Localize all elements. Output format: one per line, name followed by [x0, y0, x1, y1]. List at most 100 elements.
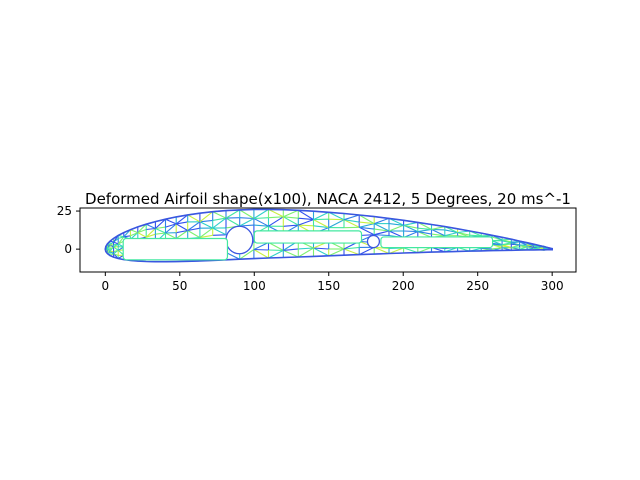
- mesh-edge: [374, 228, 390, 232]
- mesh-edge: [253, 224, 269, 227]
- mesh-edge: [469, 234, 482, 237]
- mesh-edge: [313, 247, 329, 250]
- mesh-edge: [328, 248, 345, 257]
- mesh-edge: [137, 223, 147, 233]
- mesh-edge: [388, 247, 404, 255]
- mesh-edge: [374, 234, 390, 237]
- mesh-edge: [117, 236, 125, 245]
- mesh-edge: [239, 218, 255, 227]
- mesh-edge: [457, 231, 470, 236]
- mesh-edge: [268, 249, 284, 259]
- mesh-edge: [328, 218, 345, 221]
- mesh-edge: [373, 246, 390, 255]
- mesh-edge: [388, 224, 404, 232]
- mesh-edge: [155, 232, 166, 235]
- slot-cutout: [122, 237, 229, 261]
- mesh-edge: [113, 246, 119, 251]
- mesh-edge: [268, 216, 284, 219]
- mesh-edge: [359, 221, 375, 225]
- mesh-edge: [155, 218, 166, 229]
- mesh-edge: [212, 234, 227, 236]
- mesh-edge: [403, 221, 418, 226]
- mesh-edge: [212, 217, 227, 229]
- mesh-edge: [313, 247, 329, 257]
- mesh-edge: [239, 224, 254, 227]
- mesh-edge: [431, 233, 445, 237]
- mesh-edge: [343, 214, 360, 221]
- mesh-edge: [417, 221, 432, 230]
- hole-layer: [122, 225, 494, 261]
- mesh-edge: [491, 240, 503, 246]
- mesh-edge: [175, 214, 189, 225]
- mesh-edge: [388, 223, 404, 226]
- mesh-edge: [298, 209, 314, 221]
- circular-cutout: [225, 225, 254, 255]
- x-tick-label: 300: [541, 279, 564, 293]
- x-tick-label: 0: [102, 279, 110, 293]
- mesh-edge: [199, 221, 213, 229]
- mesh-edge: [417, 228, 432, 233]
- mesh-edge: [187, 230, 201, 239]
- mesh-edge: [212, 227, 227, 236]
- mesh-edge: [298, 219, 314, 226]
- mesh-edge: [403, 224, 418, 229]
- mesh-edge: [130, 232, 139, 237]
- mesh-edge: [283, 209, 299, 218]
- mesh-edge: [109, 246, 114, 250]
- mesh-edge: [343, 219, 360, 223]
- mesh-edge: [165, 218, 177, 225]
- mesh-edge: [268, 216, 284, 227]
- mesh-edge: [199, 211, 214, 223]
- mesh-edge: [417, 231, 432, 235]
- x-tick-label: 50: [172, 279, 187, 293]
- mesh-edge: [253, 249, 269, 259]
- mesh-edge: [358, 226, 375, 236]
- mesh-edge: [165, 223, 177, 234]
- mesh-edge: [187, 227, 201, 232]
- mesh-edge: [283, 249, 299, 258]
- mesh-edge: [359, 226, 375, 230]
- mesh-edge: [212, 211, 227, 219]
- mesh-edge: [313, 225, 329, 229]
- mesh-edge: [146, 233, 156, 238]
- mesh-edge: [165, 232, 177, 239]
- mesh-edge: [373, 223, 390, 232]
- mesh-edge: [328, 211, 345, 221]
- mesh-edge: [253, 208, 269, 219]
- mesh-edge: [146, 227, 156, 231]
- x-tick-label: 250: [466, 279, 489, 293]
- y-tick-label: 25: [57, 204, 72, 218]
- mesh-edge: [253, 248, 269, 251]
- mesh-edge: [431, 226, 445, 230]
- mesh-edge: [113, 253, 119, 257]
- x-tick-label: 150: [317, 279, 340, 293]
- mesh-edge: [176, 229, 188, 234]
- mesh-edge: [113, 241, 119, 245]
- mesh-edge: [155, 227, 166, 234]
- mesh-edge: [403, 230, 418, 233]
- mesh-edge: [137, 228, 147, 234]
- mesh-edge: [358, 246, 375, 256]
- mesh-edge: [268, 208, 284, 218]
- mesh-edge: [359, 223, 375, 228]
- mesh-edge: [374, 217, 390, 225]
- mesh-edge: [491, 239, 503, 242]
- mesh-edge: [298, 217, 314, 221]
- mesh-edge: [113, 249, 119, 253]
- mesh-edge: [491, 247, 503, 250]
- mesh-edge: [444, 231, 458, 237]
- mesh-edge: [165, 223, 177, 228]
- mesh-edge: [253, 242, 269, 250]
- mesh-edge: [145, 228, 156, 238]
- mesh-edge: [283, 248, 299, 251]
- mesh-edge: [187, 221, 201, 231]
- mesh-edge: [313, 219, 329, 229]
- mesh-edge: [388, 217, 404, 226]
- mesh-edge: [343, 246, 360, 250]
- mesh-edge: [187, 214, 201, 223]
- mesh-edge: [239, 217, 254, 220]
- x-tick-label: 200: [392, 279, 415, 293]
- mesh-edge: [268, 242, 284, 251]
- mesh-edge: [175, 223, 188, 231]
- mesh-edge: [283, 216, 299, 226]
